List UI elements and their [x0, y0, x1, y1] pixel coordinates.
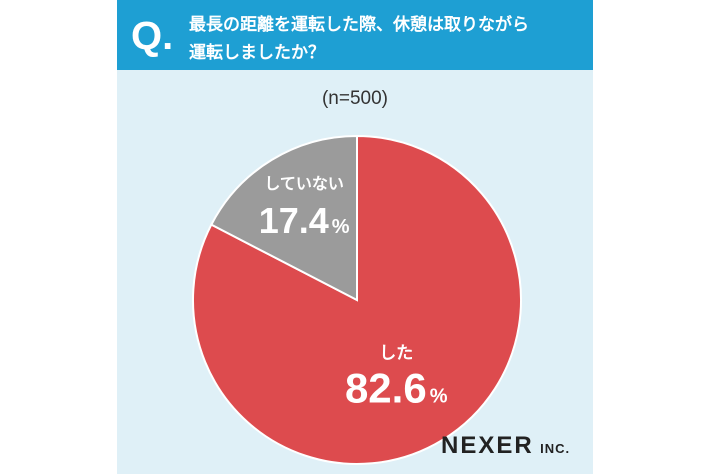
logo-suffix: INC.	[540, 441, 571, 456]
question-header: Q. 最長の距離を運転した際、休憩は取りながら 運転しましたか？	[117, 0, 593, 70]
question-text-line1: 最長の距離を運転した際、休憩は取りながら	[189, 15, 529, 35]
logo-name: NEXER	[441, 432, 534, 459]
sample-size: (n=500)	[321, 88, 389, 109]
question-mark: Q.	[131, 14, 174, 58]
question-text-line2: 運転しましたか？	[189, 43, 325, 63]
nexer-logo: NEXER INC.	[441, 432, 570, 460]
slice-value-did-not: 17.4%	[259, 200, 350, 241]
slice-value-did: 82.6%	[345, 364, 448, 411]
pie-slice-did-not	[209, 134, 358, 302]
slice-label-did-not: していない	[264, 174, 344, 193]
slice-label-did: した	[379, 343, 413, 363]
survey-card: Q. 最長の距離を運転した際、休憩は取りながら 運転しましたか？ (n=500)…	[117, 0, 593, 474]
